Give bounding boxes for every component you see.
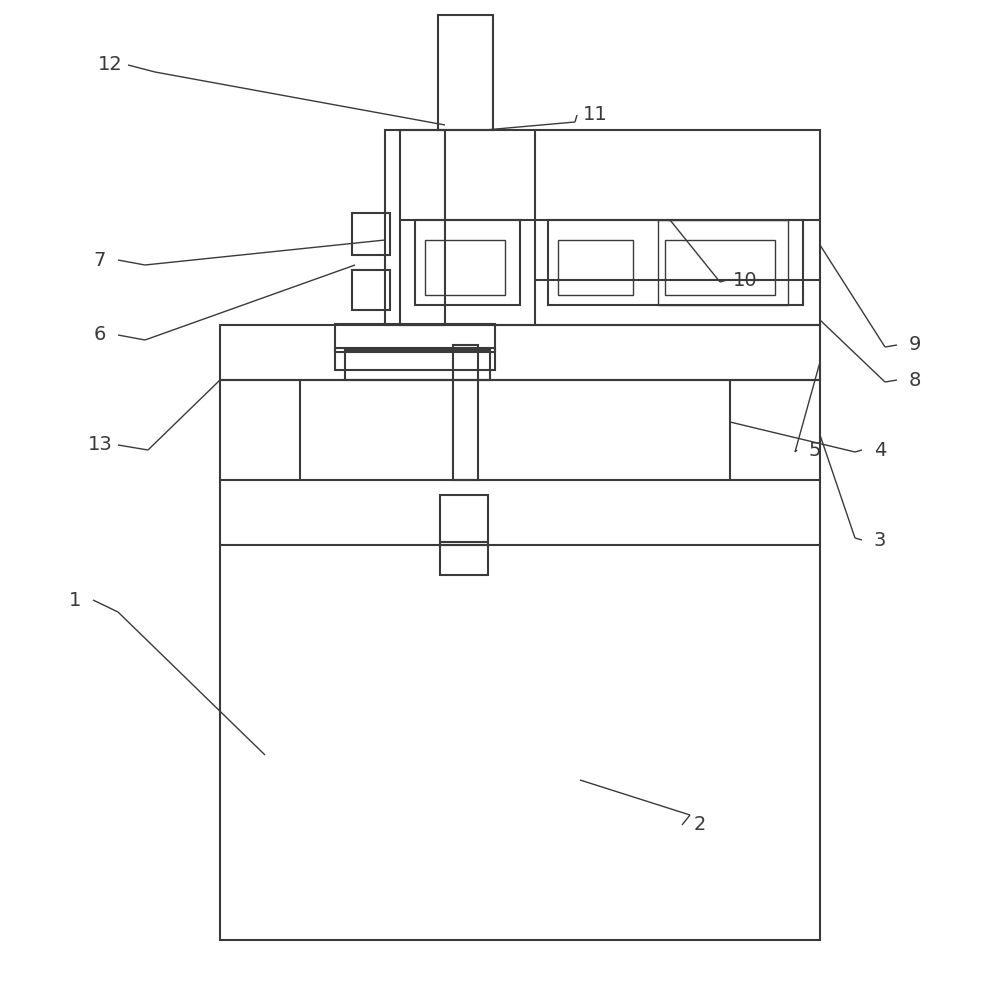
Text: 4: 4 [874,440,886,460]
Text: 12: 12 [98,55,122,75]
Text: 10: 10 [733,270,757,290]
Bar [352,270,390,310]
Bar [453,345,478,480]
Text: 7: 7 [94,250,106,269]
Bar [415,220,520,305]
Bar [385,130,445,325]
Bar [400,130,820,325]
Text: 3: 3 [874,530,886,550]
Text: 13: 13 [88,436,112,454]
Text: 6: 6 [94,326,106,344]
Bar [335,348,495,370]
Text: 1: 1 [69,590,81,609]
Bar [345,350,490,380]
Bar [352,213,390,255]
Text: 2: 2 [694,816,706,834]
Bar [425,240,505,295]
Text: 5: 5 [809,440,821,460]
Text: 8: 8 [909,370,921,389]
Bar [548,220,803,305]
Bar [665,240,775,295]
Text: 9: 9 [909,336,921,355]
Bar [220,325,820,380]
Bar [440,495,488,545]
Text: 11: 11 [583,105,607,124]
Bar [440,542,488,575]
Bar [220,380,820,940]
Bar [558,240,633,295]
Bar [335,324,495,352]
Bar [438,15,493,130]
Bar [658,220,788,305]
